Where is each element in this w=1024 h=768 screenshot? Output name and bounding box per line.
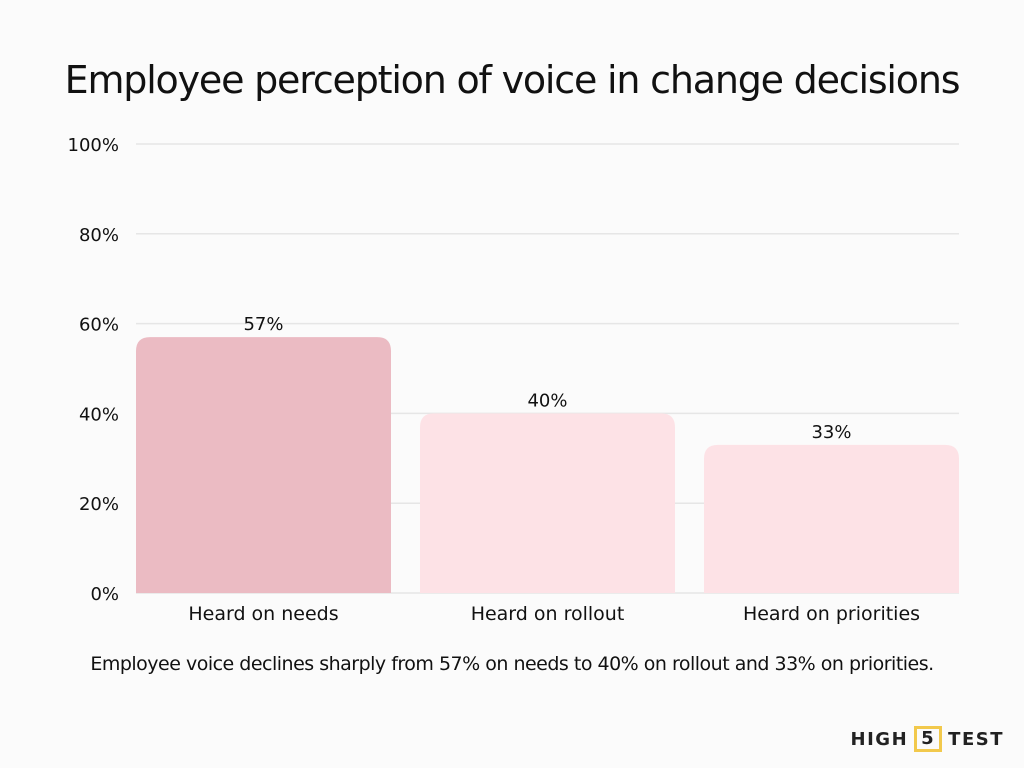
y-tick-label: 60% [79, 315, 119, 336]
y-tick-label: 80% [79, 225, 119, 246]
bar [136, 337, 391, 593]
x-tick-label: Heard on priorities [743, 603, 920, 625]
data-label: 40% [527, 390, 567, 411]
data-label: 57% [243, 314, 283, 335]
logo-five-box: 5 [914, 726, 943, 752]
bar [420, 413, 675, 593]
logo-text: TEST [948, 728, 1004, 750]
bar-chart: 0% 20% 40% 60% 80% 100% 57% Heard on needs 40% He… [68, 135, 959, 625]
x-tick-label: Heard on needs [188, 603, 338, 625]
y-tick-label: 20% [79, 494, 119, 515]
y-tick-label: 40% [79, 404, 119, 425]
y-tick-label: 100% [68, 135, 119, 156]
bar [704, 444, 959, 593]
chart-title: Employee perception of voice in change d… [64, 58, 961, 102]
logo-text: HIGH [850, 728, 909, 750]
data-label: 33% [811, 422, 851, 443]
y-tick-label: 0% [90, 584, 119, 605]
chart-caption: Employee voice declines sharply from 57%… [90, 653, 934, 675]
x-tick-label: Heard on rollout [471, 603, 625, 625]
high5test-logo: HIGH 5 TEST [851, 726, 1004, 752]
